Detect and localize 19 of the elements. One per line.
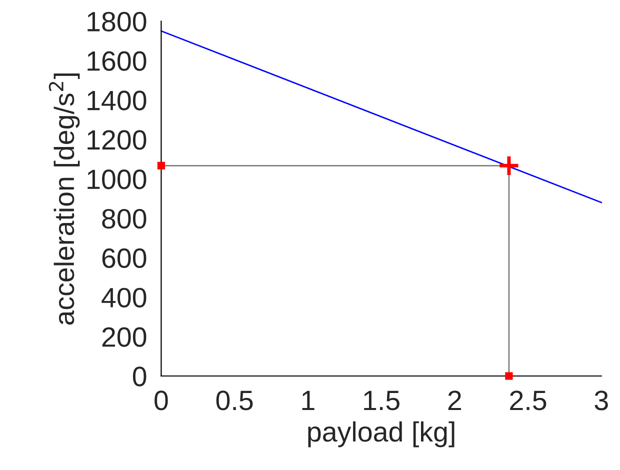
y-tick-label: 200 <box>102 327 146 347</box>
y-tick-label: 1600 <box>88 51 146 71</box>
y-tick-label: 400 <box>102 288 146 308</box>
x-axis-title: payload [kg] <box>308 421 454 448</box>
x-tick-label: 0.5 <box>216 390 253 410</box>
y-tick-label: 800 <box>102 208 146 229</box>
y-tick-label: 600 <box>102 248 146 268</box>
x-tick-label: 0 <box>154 390 168 410</box>
y-tick-label: 1200 <box>88 130 146 150</box>
x-tick-label: 1.5 <box>364 390 400 410</box>
y-tick-label: 1800 <box>88 12 146 32</box>
x-tick-label: 2.5 <box>510 390 546 410</box>
y-axis-title: acceleration [deg/s$^{2}$] <box>48 73 80 325</box>
y-tick-label: 1000 <box>88 170 146 190</box>
x-tick-label: 1 <box>302 390 314 410</box>
y-tick-label: 0 <box>132 366 146 386</box>
x-tick-label: 2 <box>448 390 461 410</box>
x-tick-label: 3 <box>594 390 608 410</box>
y-tick-label: 1400 <box>88 90 146 110</box>
